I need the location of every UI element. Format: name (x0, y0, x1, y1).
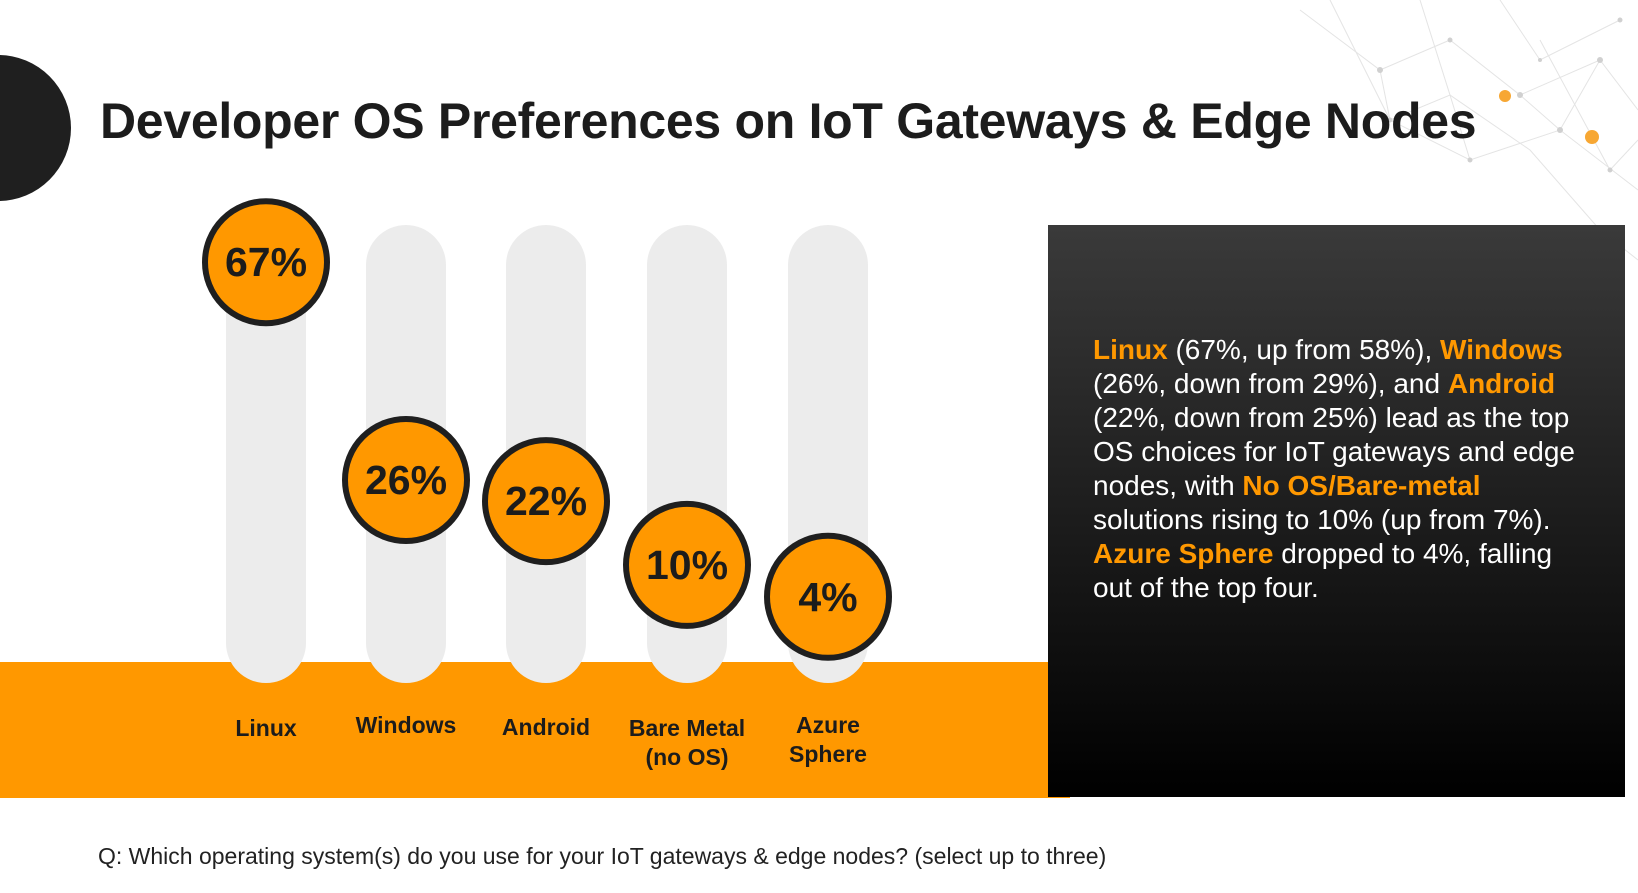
value-marker (482, 437, 610, 566)
category-label: Bare Metal (629, 715, 745, 741)
category-label: Sphere (789, 741, 867, 767)
summary-segment: dropped to 4%, falling out of the top fo… (1093, 538, 1553, 603)
summary-segment: (67%, up from 58%), (1167, 334, 1441, 365)
value-label: 67% (225, 239, 307, 285)
summary-segment: (22%, down from 25%) lead as the top OS … (1093, 402, 1575, 501)
summary-highlight: Linux (1093, 334, 1168, 365)
value-marker (623, 500, 751, 629)
category-label: Windows (356, 712, 457, 738)
chart-base-band (0, 662, 1070, 798)
summary-highlight: No OS/Bare-metal (1242, 470, 1481, 501)
value-marker (202, 198, 330, 327)
value-label: 4% (798, 574, 857, 620)
category-label: Azure (796, 712, 860, 738)
summary-highlight: Windows (1440, 334, 1563, 365)
value-label: 22% (505, 478, 587, 524)
os-preference-chart: 67% 26% 22% 10% 4% Linux Windows Android Bare Me… (202, 198, 892, 770)
survey-question: Q: Which operating system(s) do you use … (98, 843, 1107, 869)
summary-text: Linux (67%, up from 58%), Windows (26%, … (1093, 333, 1588, 605)
category-label: Android (502, 714, 590, 740)
summary-highlight: Android (1447, 368, 1556, 399)
value-label: 26% (365, 457, 447, 503)
page-title: Developer OS Preferences on IoT Gateways… (100, 93, 1477, 149)
value-label: 10% (646, 542, 728, 588)
value-marker (342, 415, 470, 544)
summary-segment: solutions rising to 10% (up from 7%). (1093, 504, 1551, 535)
summary-highlight: Azure Sphere (1093, 538, 1274, 569)
category-label: Linux (235, 715, 297, 741)
category-label: (no OS) (645, 744, 728, 770)
bar-track (226, 225, 306, 683)
summary-panel: Linux (67%, up from 58%), Windows (26%, … (1048, 225, 1625, 797)
value-marker (764, 532, 892, 661)
summary-segment: (26%, down from 29%), and (1093, 368, 1448, 399)
